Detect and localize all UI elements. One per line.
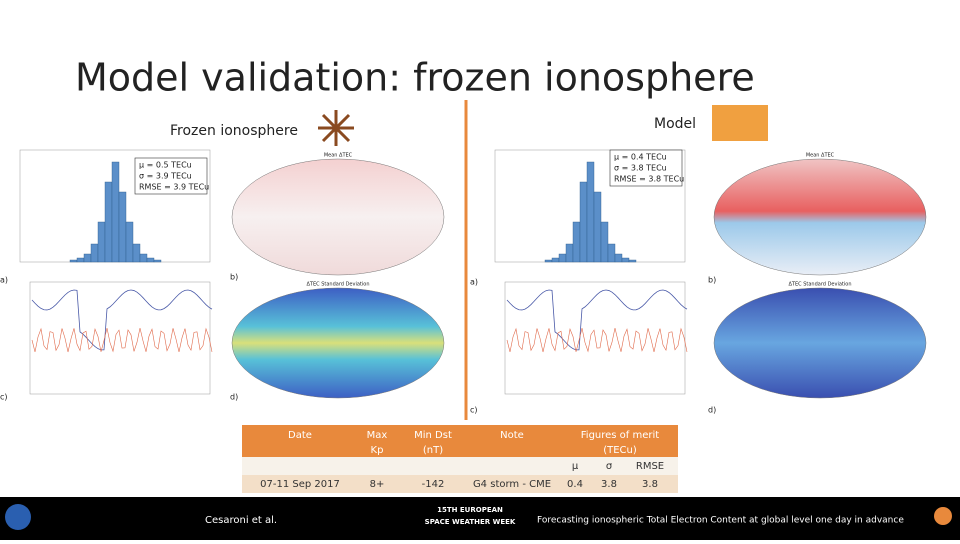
footer-event: SPACE WEATHER WEEK (425, 518, 516, 526)
panel-label: a) (470, 278, 478, 287)
map-std (713, 287, 927, 399)
table-header-text: Date (288, 430, 312, 441)
footer-bar (0, 497, 960, 540)
table-subheader-text: RMSE (636, 461, 664, 472)
table-cell: 07-11 Sep 2017 (260, 479, 340, 490)
histogram-bar (139, 253, 148, 263)
stats-text: σ = 3.9 TECu (139, 172, 192, 181)
stats-text: σ = 3.8 TECu (614, 164, 667, 173)
table-cell: -142 (422, 479, 445, 490)
table-subheader-text: σ (606, 461, 613, 472)
panel-label: c) (470, 406, 478, 415)
histogram-bar (111, 161, 120, 263)
stats-text: RMSE = 3.8 TECu (614, 175, 684, 184)
map-mean (713, 158, 927, 276)
histogram-bar (551, 257, 560, 263)
table-header-text: Min Dst (414, 430, 452, 441)
left-heading: Frozen ionosphere (170, 123, 298, 139)
histogram-bar (614, 253, 623, 263)
model-icon (712, 105, 768, 141)
dst-line (31, 289, 213, 351)
map-std (231, 287, 445, 399)
histogram-bar (586, 161, 595, 263)
table-cell: 3.8 (601, 479, 617, 490)
histogram-bar (593, 191, 602, 263)
histogram-bar (132, 243, 141, 263)
histogram-bar (558, 253, 567, 263)
snowflake-icon (318, 110, 354, 146)
panel-label: c) (0, 393, 8, 402)
panel-label: b) (230, 273, 238, 282)
dst-line (506, 289, 688, 351)
stats-text: μ = 0.5 TECu (139, 161, 192, 170)
histogram-bar (600, 221, 609, 263)
histogram-bar (607, 243, 616, 263)
map-title: ΔTEC Standard Deviation (307, 282, 370, 288)
histogram-bar (125, 221, 134, 263)
histogram-bar (572, 221, 581, 263)
table-header-text: (nT) (423, 445, 443, 456)
timeseries-frame (504, 281, 686, 395)
table-header (242, 425, 678, 457)
table-subheader (242, 457, 678, 475)
histogram-bar (565, 243, 574, 263)
timeseries-frame (29, 281, 211, 395)
stats-box (134, 157, 208, 195)
error-line (506, 327, 688, 353)
histogram-bar (628, 259, 637, 263)
table-header-text: Kp (371, 445, 384, 456)
table-cell: 8+ (370, 479, 385, 490)
title: Model validation: frozen ionosphere (75, 56, 755, 100)
stats-box (609, 149, 683, 187)
histogram-bar (97, 221, 106, 263)
table-header-text: Max (367, 430, 388, 441)
map-title: Mean ΔTEC (324, 153, 353, 159)
panel-label: a) (0, 276, 8, 285)
right-heading: Model (654, 116, 696, 132)
histogram-bar (544, 259, 553, 263)
histogram-bar (76, 257, 85, 263)
table-cell: G4 storm - CME (473, 479, 551, 490)
table-row (242, 475, 678, 493)
table-header-text: Figures of merit (581, 430, 660, 441)
map-title: ΔTEC Standard Deviation (789, 282, 852, 288)
histogram-bar (118, 191, 127, 263)
panel-label: d) (230, 393, 238, 402)
histogram-bar (90, 243, 99, 263)
right-panels: μ = 0.4 TECu σ = 3.8 TECu RMSE = 3.8 TECu M… (470, 149, 927, 415)
panel-label: b) (708, 276, 716, 285)
footer-logo (5, 504, 31, 530)
stats-text: RMSE = 3.9 TECu (139, 183, 209, 192)
map-title: Mean ΔTEC (806, 153, 835, 159)
footer-author: Cesaroni et al. (205, 515, 277, 526)
panel-label: d) (708, 406, 716, 415)
table-cell: 3.8 (642, 479, 658, 490)
stats-text: μ = 0.4 TECu (614, 153, 667, 162)
footer-logo (934, 507, 952, 525)
histogram-bar (146, 257, 155, 263)
table-header-text: Note (500, 430, 524, 441)
footer-caption: Forecasting ionospheric Total Electron C… (537, 516, 904, 526)
error-line (31, 327, 213, 353)
histogram-bar (621, 257, 630, 263)
histogram-bar (153, 259, 162, 263)
table-header-text: (TECu) (603, 445, 637, 456)
histogram-bar (104, 181, 113, 263)
histogram-bar (83, 253, 92, 263)
map-mean (231, 158, 445, 276)
table-cell: 0.4 (567, 479, 583, 490)
left-panels: μ = 0.5 TECu σ = 3.9 TECu RMSE = 3.9 TECu M… (0, 149, 445, 402)
table-subheader-text: μ (572, 461, 579, 472)
table: Date Max Kp Min Dst (nT) Note Figures of merit… (242, 425, 678, 493)
footer-event: 15TH EUROPEAN (437, 506, 503, 514)
histogram-bar (579, 181, 588, 263)
histogram-bar (69, 259, 78, 263)
